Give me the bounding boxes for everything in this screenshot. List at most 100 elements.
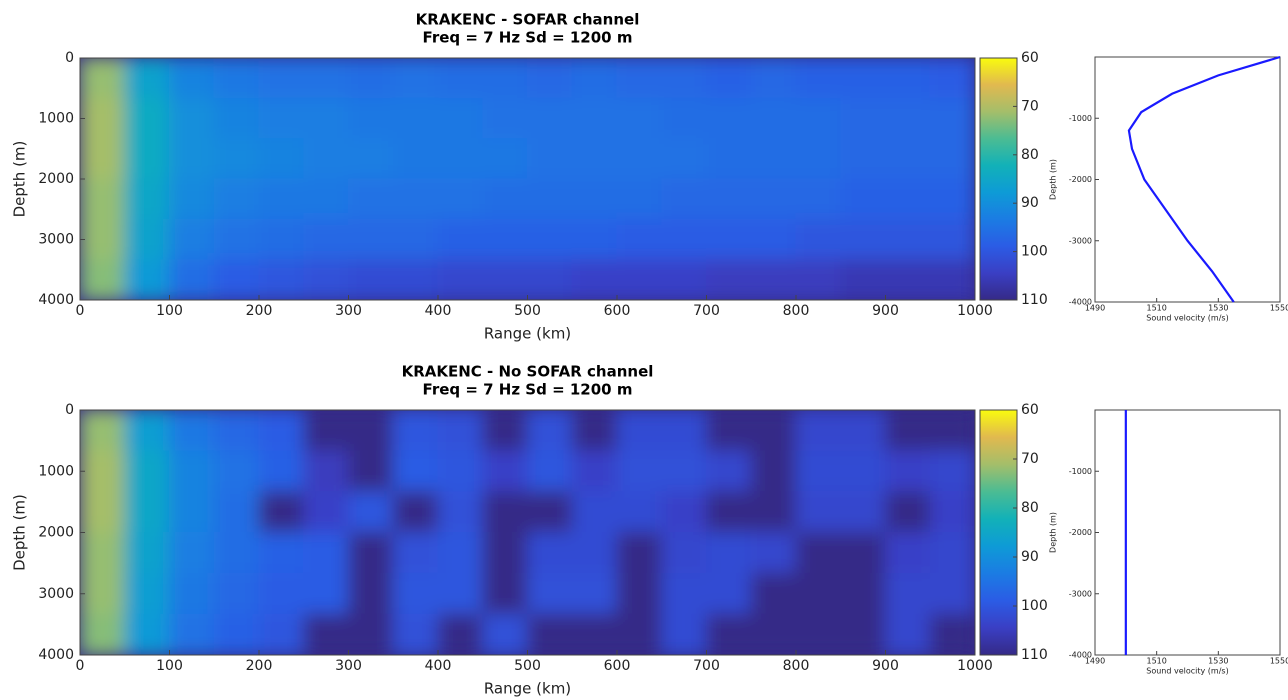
- x-tick-label: 800: [783, 303, 810, 319]
- colorbar-tick-label: 100: [1021, 244, 1048, 260]
- chart-title: KRAKENC - SOFAR channel: [416, 11, 640, 29]
- cell: [213, 531, 260, 574]
- cell: [437, 531, 484, 574]
- cell: [482, 178, 528, 220]
- cell: [929, 531, 975, 574]
- x-axis-label: Sound velocity (m/s): [1146, 667, 1228, 676]
- cell: [929, 58, 975, 99]
- cell: [616, 613, 663, 655]
- cell: [661, 410, 707, 452]
- cell: [750, 218, 797, 261]
- cell: [392, 572, 439, 615]
- chart-title: Freq = 7 Hz Sd = 1200 m: [423, 381, 633, 399]
- cell: [303, 218, 349, 261]
- y-tick-label: 0: [65, 402, 74, 418]
- cell: [661, 450, 707, 493]
- cell: [124, 531, 170, 574]
- colorbar: [979, 57, 1018, 301]
- cell: [795, 613, 842, 655]
- cell: [258, 531, 305, 574]
- x-tick-label: 400: [425, 658, 452, 674]
- cell: [303, 410, 349, 452]
- cell: [482, 613, 528, 655]
- x-tick-label: 900: [872, 658, 899, 674]
- colorbar-tick-label: 110: [1021, 292, 1048, 308]
- cell: [392, 97, 439, 140]
- cell: [795, 572, 842, 615]
- cell: [527, 410, 573, 452]
- cell: [482, 259, 528, 300]
- cell: [80, 218, 126, 261]
- cell: [527, 218, 573, 261]
- cell: [840, 218, 886, 261]
- cell: [258, 572, 305, 615]
- cell: [258, 178, 305, 220]
- x-tick-label: 800: [783, 658, 810, 674]
- cell: [840, 531, 886, 574]
- cell: [527, 572, 573, 615]
- y-tick-label: -1000: [1069, 114, 1092, 123]
- cell: [437, 491, 484, 534]
- cell: [571, 259, 618, 300]
- cell: [437, 97, 484, 140]
- cell: [169, 97, 215, 140]
- cell: [169, 531, 215, 574]
- cell: [885, 58, 931, 99]
- cell: [571, 410, 618, 452]
- x-tick-label: 1490: [1085, 657, 1105, 666]
- cell: [750, 58, 797, 99]
- cell: [661, 572, 707, 615]
- cell: [124, 491, 170, 534]
- cell: [840, 410, 886, 452]
- cell: [527, 138, 573, 180]
- cell: [840, 259, 886, 300]
- y-tick-label: 1000: [38, 111, 74, 127]
- y-tick-label: 2000: [38, 171, 74, 187]
- cell: [213, 572, 260, 615]
- cell: [929, 450, 975, 493]
- cell: [124, 178, 170, 220]
- cell: [437, 138, 484, 180]
- cell: [392, 259, 439, 300]
- cell: [80, 410, 126, 452]
- cell: [213, 138, 260, 180]
- cell: [706, 259, 752, 300]
- cell: [706, 178, 752, 220]
- cell: [616, 450, 663, 493]
- chart-title: Freq = 7 Hz Sd = 1200 m: [423, 29, 633, 47]
- cell: [124, 613, 170, 655]
- x-tick-label: 300: [335, 303, 362, 319]
- cell: [661, 218, 707, 261]
- cell: [482, 138, 528, 180]
- cell: [527, 58, 573, 99]
- cell: [258, 138, 305, 180]
- cell: [750, 259, 797, 300]
- cell: [571, 58, 618, 99]
- cell: [437, 450, 484, 493]
- cell: [750, 97, 797, 140]
- y-tick-label: -4000: [1069, 651, 1092, 660]
- cell: [80, 178, 126, 220]
- cell: [571, 178, 618, 220]
- cell: [885, 138, 931, 180]
- colorbar-tick-label: 60: [1021, 50, 1039, 66]
- cell: [616, 218, 663, 261]
- cell: [840, 572, 886, 615]
- cell: [616, 531, 663, 574]
- cell: [169, 491, 215, 534]
- cell: [527, 178, 573, 220]
- cell: [571, 97, 618, 140]
- cell: [795, 410, 842, 452]
- cell: [661, 178, 707, 220]
- cell: [169, 138, 215, 180]
- cell: [750, 572, 797, 615]
- cell: [929, 218, 975, 261]
- cell: [303, 138, 349, 180]
- cell: [392, 178, 439, 220]
- cell: [929, 491, 975, 534]
- x-tick-label: 1530: [1208, 304, 1228, 313]
- colorbar-tick-label: 90: [1021, 195, 1039, 211]
- cell: [348, 410, 394, 452]
- y-tick-label: 3000: [38, 586, 74, 602]
